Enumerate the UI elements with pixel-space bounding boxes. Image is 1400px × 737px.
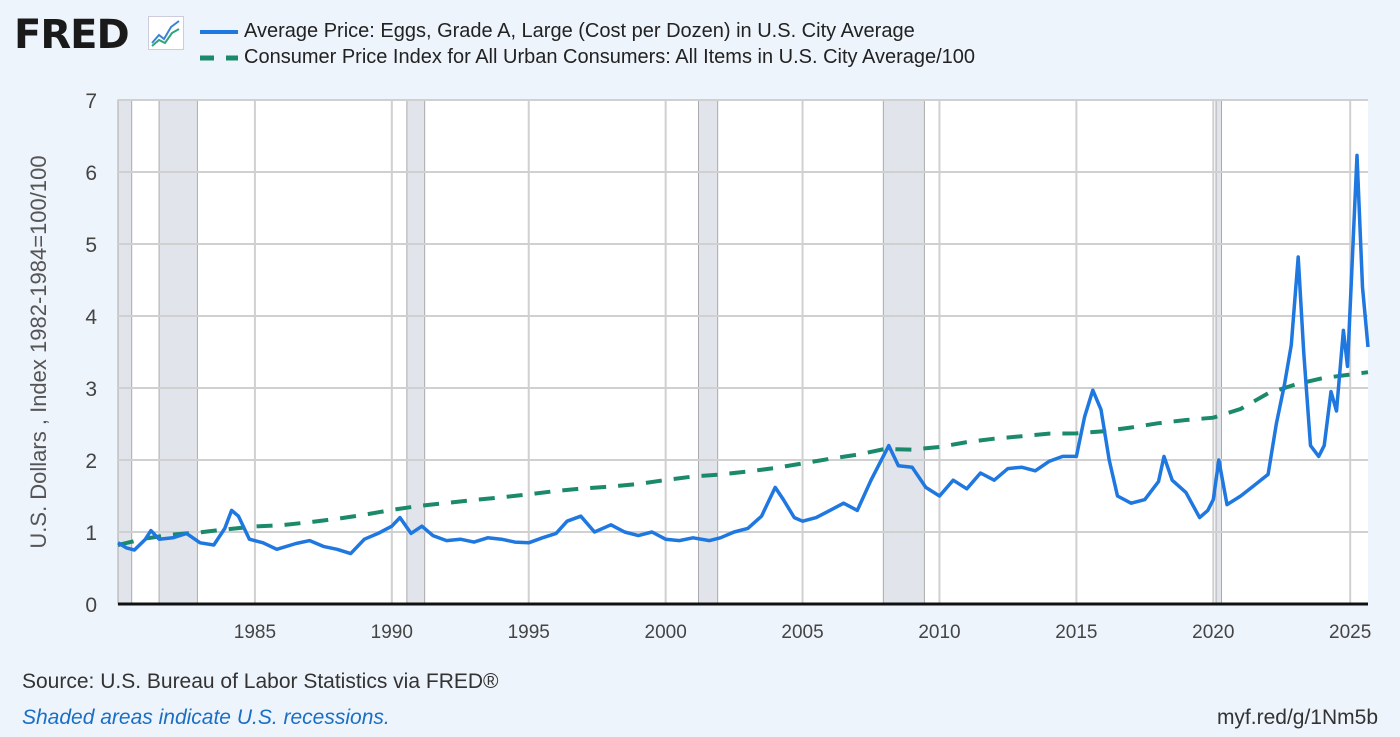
y-tick-label: 4 <box>85 306 97 329</box>
legend-label-eggs: Average Price: Eggs, Grade A, Large (Cos… <box>244 20 915 42</box>
x-tick-label: 1990 <box>371 622 413 643</box>
x-tick-label: 2015 <box>1055 622 1097 643</box>
series-line-cpi <box>117 370 1369 547</box>
y-tick-label: 1 <box>85 522 97 545</box>
recession-band <box>698 99 719 605</box>
y-tick-label: 0 <box>85 594 97 617</box>
x-tick-label: 2020 <box>1192 622 1234 643</box>
recession-band <box>158 99 198 605</box>
short-url[interactable]: myf.red/g/1Nm5b <box>1216 706 1378 729</box>
x-tick-label: 1995 <box>508 622 550 643</box>
x-tick-label: 2025 <box>1329 622 1371 643</box>
y-tick-label: 7 <box>85 90 97 113</box>
y-axis-label: U.S. Dollars , Index 1982-1984=100/100 <box>26 155 51 548</box>
recession-note-link[interactable]: Shaded areas indicate U.S. recessions. <box>22 706 390 729</box>
x-tick-label: 1985 <box>234 622 276 643</box>
legend-label-cpi: Consumer Price Index for All Urban Consu… <box>244 46 976 68</box>
x-tick-label: 2010 <box>918 622 960 643</box>
x-tick-label: 2000 <box>645 622 687 643</box>
fred-logo[interactable]: FRED <box>14 12 130 58</box>
recession-band <box>117 99 133 605</box>
series-line-eggs <box>117 153 1370 556</box>
y-tick-label: 3 <box>85 378 97 401</box>
y-tick-label: 5 <box>85 234 97 257</box>
x-tick-label: 2005 <box>781 622 823 643</box>
y-tick-label: 2 <box>85 450 97 473</box>
recession-band <box>882 99 925 605</box>
y-tick-label: 6 <box>85 162 97 185</box>
source-text: Source: U.S. Bureau of Labor Statistics … <box>22 670 499 693</box>
line-chart-icon <box>148 16 184 50</box>
recession-band <box>1215 99 1223 605</box>
